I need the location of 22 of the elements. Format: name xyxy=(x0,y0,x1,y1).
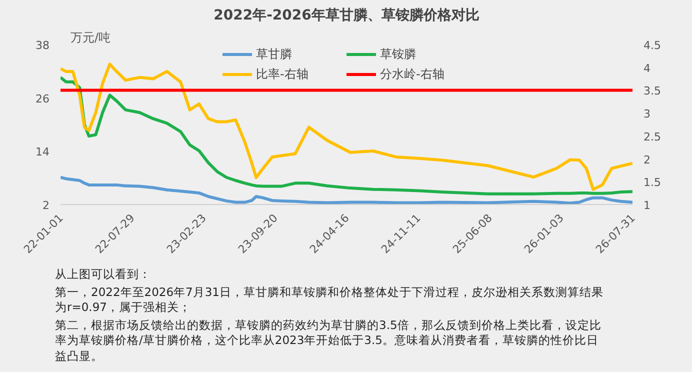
legend-label: 分水岭-右轴 xyxy=(380,66,446,82)
y2-tick-label: 3.5 xyxy=(644,84,661,98)
text: 第一，2022年至2026年7月31日，草甘膦和草铵膦和价格整体处于下滑过程，皮尔逊相关系数测算结果为r=0.97，属于强相关； xyxy=(55,284,604,316)
y2-tick-label: 2 xyxy=(644,153,650,166)
y-tick-label: 2 xyxy=(42,199,50,212)
y-tick-label: 14 xyxy=(36,146,50,159)
y2-tick-label: 4.5 xyxy=(644,39,661,52)
text: 从上图可以看到： xyxy=(55,267,152,283)
legend-label: 比率-右轴 xyxy=(256,66,310,82)
line-series xyxy=(60,176,632,204)
legend-label: 草甘膦 xyxy=(256,46,293,62)
legend-label: 草铵膦 xyxy=(380,46,417,62)
text: 第二，根据市场反馈给出的数据，草铵膦的药效约为草甘膦的3.5倍，那么反馈到价格上类比看，设定比率为草铵膦价格/草甘膦价格，这个比率从2023年开始低于3.5。意味着从消费者看，草铵膦的性价比日益凸显。 xyxy=(55,318,602,364)
y-axis-title: 万元/吨 xyxy=(70,30,111,44)
y-tick-label: 38 xyxy=(36,39,50,52)
y2-tick-label: 1.5 xyxy=(644,176,661,190)
y2-tick-label: 1 xyxy=(644,199,650,212)
y-tick-label: 26 xyxy=(36,92,50,106)
y2-tick-label: 2.5 xyxy=(644,130,661,144)
y2-tick-label: 3 xyxy=(644,108,650,121)
y2-tick-label: 4 xyxy=(644,62,650,75)
chart-title: 2022年-2026年草甘膦、草铵膦价格对比 xyxy=(214,8,480,24)
